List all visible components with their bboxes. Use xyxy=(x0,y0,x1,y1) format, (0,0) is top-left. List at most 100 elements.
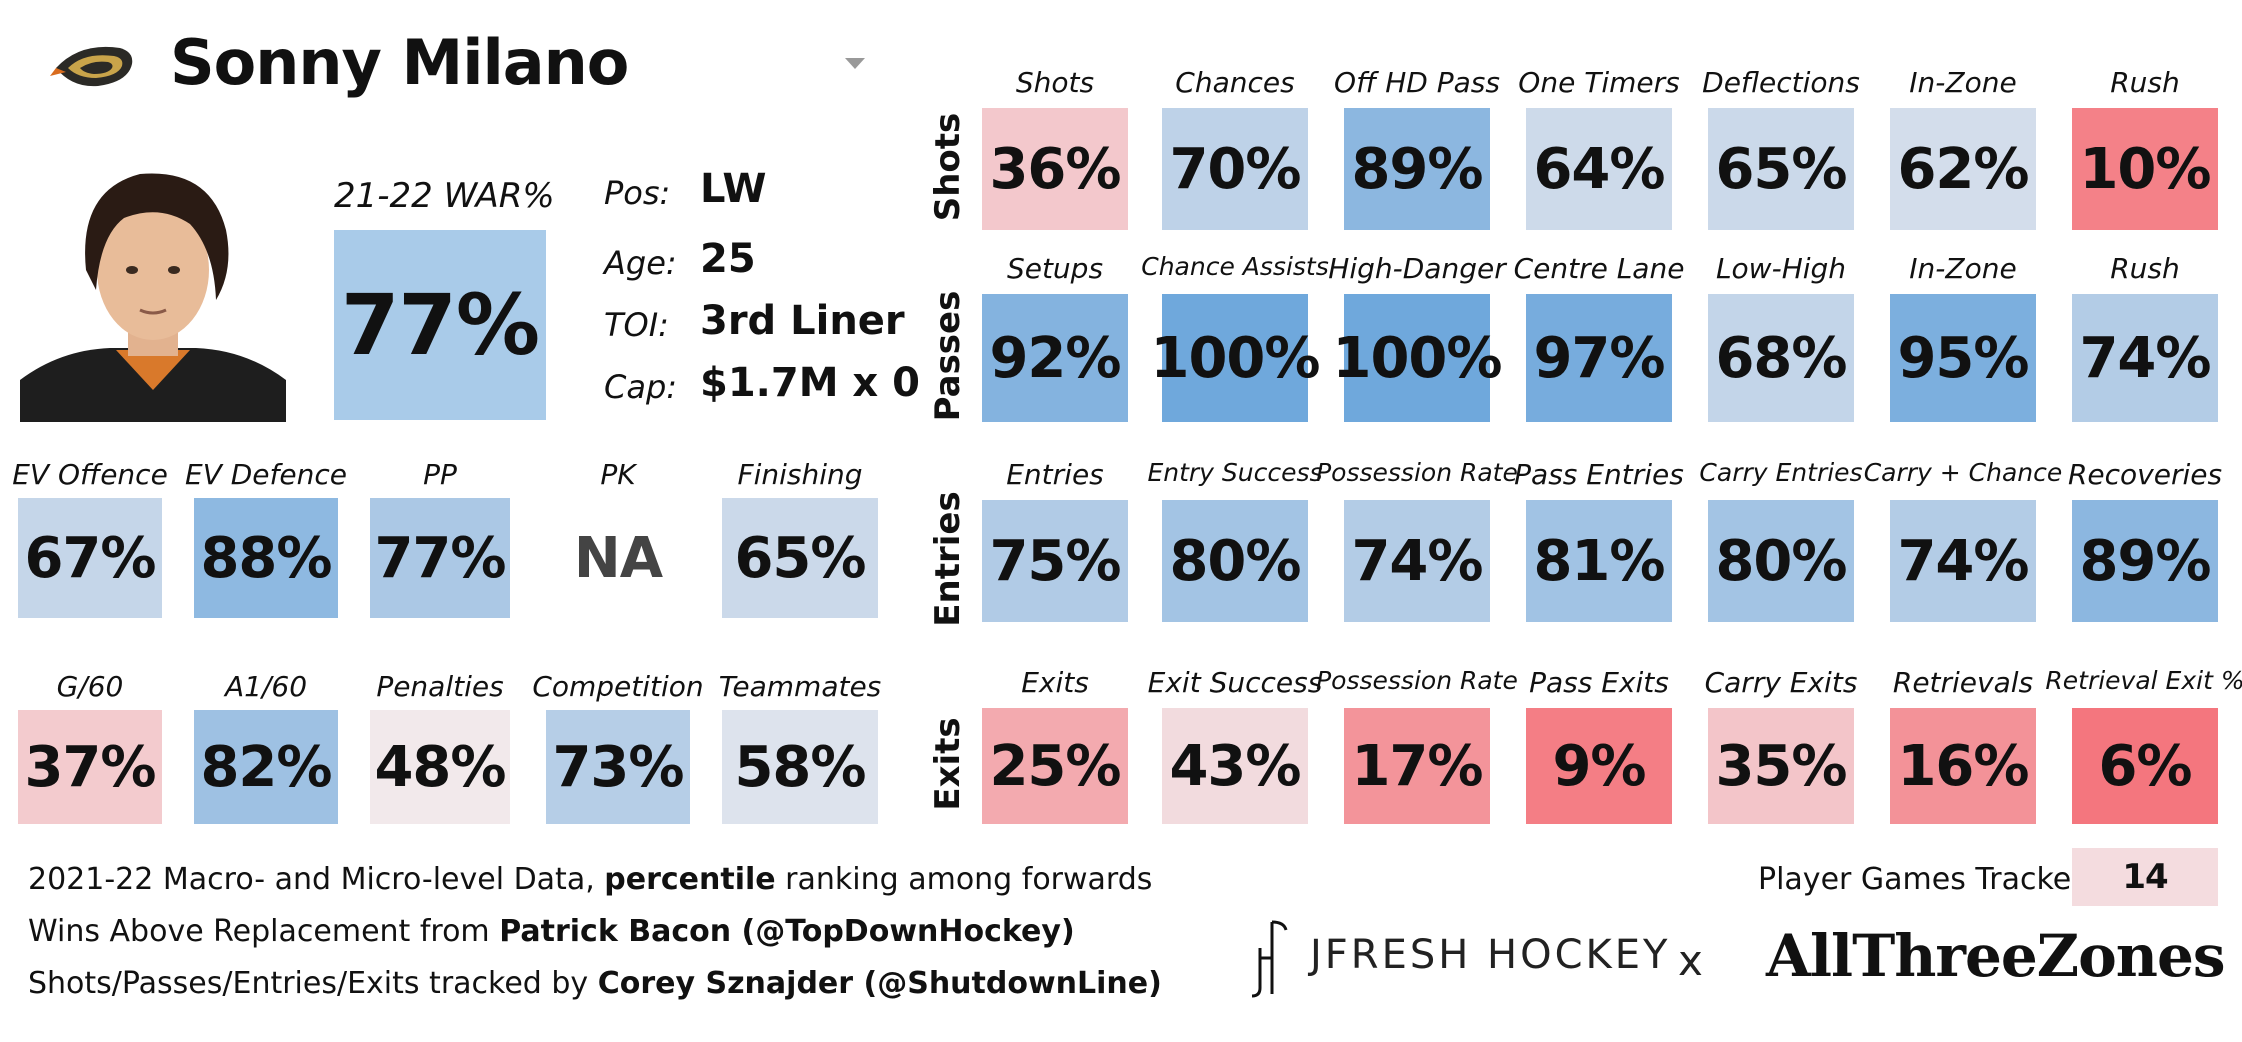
left-metric-value: 77% xyxy=(374,525,506,591)
row-label-entries: Entries xyxy=(928,491,968,627)
right-metric-label: Carry Exits xyxy=(1704,666,1858,699)
brand-jfresh: JFRESH HOCKEY xyxy=(1310,932,1671,978)
brand-allthreezones: AllThreeZones xyxy=(1766,922,2226,990)
info-value-1: 25 xyxy=(700,236,756,282)
right-metric-tile: 100% xyxy=(1151,294,1321,422)
footer-line-2-bold: Patrick Bacon (@TopDownHockey) xyxy=(499,914,1075,949)
left-metric-value: 65% xyxy=(734,525,866,591)
left-metric-value: 48% xyxy=(374,734,506,800)
left-metric-label: PK xyxy=(600,458,636,491)
war-value: 77% xyxy=(340,276,540,374)
games-tracked-label: Player Games Tracked: xyxy=(1758,862,2101,897)
right-metric-label: One Timers xyxy=(1518,66,1680,99)
left-metric-value: 37% xyxy=(24,734,156,800)
footer-line-1-bold: percentile xyxy=(604,862,776,897)
right-metric-value: 97% xyxy=(1533,325,1665,391)
info-key-1: Age: xyxy=(604,244,677,282)
left-metric-value: 82% xyxy=(200,734,332,800)
games-tracked-tile: 14 xyxy=(2072,848,2218,906)
right-metric-tile: 100% xyxy=(1333,294,1503,422)
left-metric-label: Penalties xyxy=(376,670,504,703)
right-metric-tile: 92% xyxy=(982,294,1128,422)
left-metric-value: 88% xyxy=(200,525,332,591)
right-metric-value: 75% xyxy=(989,528,1121,594)
left-metric-tile: 73% xyxy=(546,710,690,824)
right-metric-tile: 80% xyxy=(1162,500,1308,622)
right-metric-label: In-Zone xyxy=(1909,66,2017,99)
right-metric-value: 89% xyxy=(1351,136,1483,202)
right-metric-value: 35% xyxy=(1715,733,1847,799)
right-metric-value: 10% xyxy=(2079,136,2211,202)
footer-line-3-bold: Corey Sznajder (@ShutdownLine) xyxy=(597,966,1162,1001)
dropdown-caret-icon[interactable] xyxy=(845,58,865,69)
right-metric-label: Setups xyxy=(1006,252,1104,285)
right-metric-value: 70% xyxy=(1169,136,1301,202)
right-metric-tile: 81% xyxy=(1526,500,1672,622)
right-metric-tile: 65% xyxy=(1708,108,1854,230)
right-metric-tile: 6% xyxy=(2072,708,2218,824)
footer-line-3: Shots/Passes/Entries/Exits tracked by Co… xyxy=(28,966,1162,1001)
info-key-3: Cap: xyxy=(604,368,678,406)
right-metric-value: 9% xyxy=(1552,733,1646,799)
right-metric-label: Pass Entries xyxy=(1514,458,1684,491)
left-metric-tile: 67% xyxy=(18,498,162,618)
left-metric-label: Teammates xyxy=(718,670,882,703)
right-metric-tile: 89% xyxy=(1344,108,1490,230)
right-metric-value: 25% xyxy=(989,733,1121,799)
right-metric-value: 68% xyxy=(1715,325,1847,391)
info-value-0: LW xyxy=(700,166,767,212)
right-metric-tile: 89% xyxy=(2072,500,2218,622)
right-metric-tile: 43% xyxy=(1162,708,1308,824)
right-metric-value: 65% xyxy=(1715,136,1847,202)
right-metric-label: Exit Success xyxy=(1147,666,1323,699)
right-metric-tile: 97% xyxy=(1526,294,1672,422)
right-metric-value: 89% xyxy=(2079,528,2211,594)
left-metric-label: PP xyxy=(423,458,457,491)
left-metric-label: Finishing xyxy=(737,458,863,491)
right-metric-value: 100% xyxy=(1150,325,1321,391)
left-metric-label: EV Defence xyxy=(185,458,347,491)
right-metric-value: 100% xyxy=(1332,325,1503,391)
right-metric-value: 74% xyxy=(1351,528,1483,594)
team-logo-icon xyxy=(50,38,138,94)
right-metric-tile: 9% xyxy=(1526,708,1672,824)
right-metric-tile: 74% xyxy=(2072,294,2218,422)
right-metric-label: Chance Assists xyxy=(1141,252,1329,281)
right-metric-value: 62% xyxy=(1897,136,2029,202)
row-label-shots: Shots xyxy=(928,112,968,222)
right-metric-label: Deflections xyxy=(1702,66,1860,99)
right-metric-value: 81% xyxy=(1533,528,1665,594)
right-metric-label: High-Danger xyxy=(1328,252,1506,285)
right-metric-value: 80% xyxy=(1169,528,1301,594)
right-metric-label: Rush xyxy=(2110,66,2180,99)
right-metric-tile: 62% xyxy=(1890,108,2036,230)
right-metric-label: Low-High xyxy=(1715,252,1847,285)
left-metric-tile: 48% xyxy=(370,710,510,824)
player-name: Sonny Milano xyxy=(170,26,629,99)
games-tracked-value: 14 xyxy=(2122,857,2168,897)
right-metric-tile: 74% xyxy=(1890,500,2036,622)
right-metric-label: Off HD Pass xyxy=(1334,66,1500,99)
right-metric-label: Pass Exits xyxy=(1529,666,1669,699)
right-metric-tile: 95% xyxy=(1890,294,2036,422)
right-metric-label: Carry Entries xyxy=(1699,458,1863,487)
left-metric-value: NA xyxy=(573,525,663,591)
right-metric-tile: 35% xyxy=(1708,708,1854,824)
right-metric-value: 17% xyxy=(1351,733,1483,799)
right-metric-tile: 68% xyxy=(1708,294,1854,422)
right-metric-label: Entry Success xyxy=(1147,458,1323,487)
right-metric-tile: 75% xyxy=(982,500,1128,622)
left-metric-label: A1/60 xyxy=(224,670,308,703)
footer-line-3-pre: Shots/Passes/Entries/Exits tracked by xyxy=(28,966,598,1001)
right-metric-label: Recoveries xyxy=(2067,458,2223,491)
right-metric-value: 43% xyxy=(1169,733,1301,799)
right-metric-value: 16% xyxy=(1897,733,2029,799)
war-label: 21-22 WAR% xyxy=(334,176,555,216)
right-metric-label: Retrieval Exit % xyxy=(2045,666,2242,695)
right-metric-tile: 16% xyxy=(1890,708,2036,824)
right-metric-label: Possession Rate xyxy=(1316,666,1518,695)
row-label-passes: Passes xyxy=(928,290,968,422)
info-key-0: Pos: xyxy=(604,174,671,212)
left-metric-label: EV Offence xyxy=(12,458,168,491)
right-metric-label: Retrievals xyxy=(1892,666,2034,699)
